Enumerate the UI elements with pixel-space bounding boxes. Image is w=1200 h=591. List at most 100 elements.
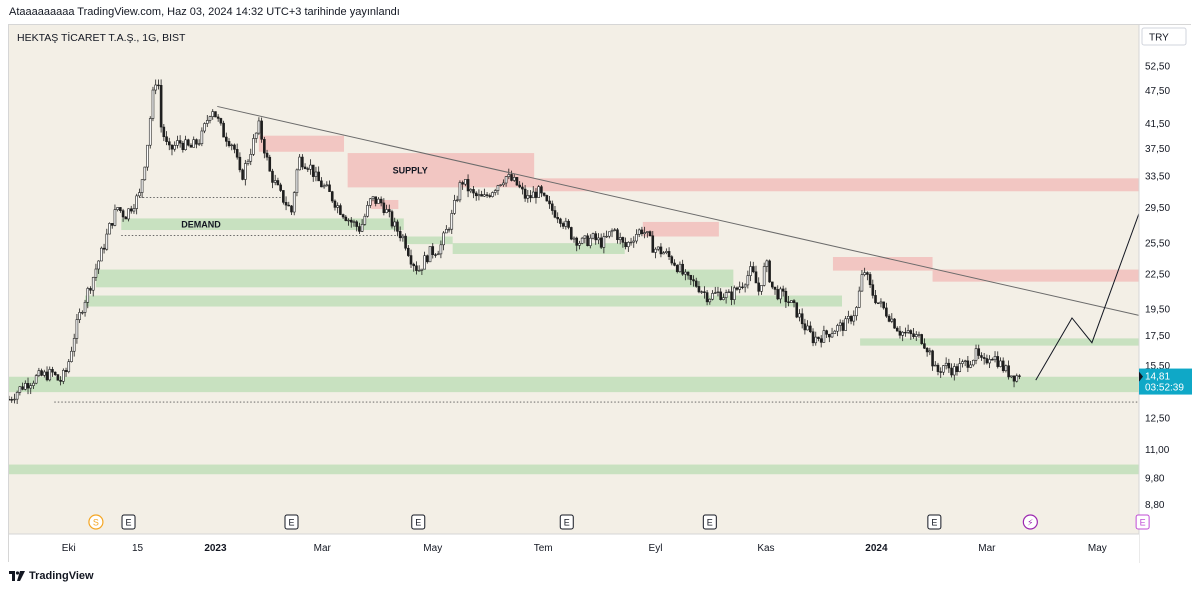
candle-body	[116, 207, 119, 210]
candle	[991, 357, 994, 361]
candle-body	[580, 237, 584, 244]
chart-frame[interactable]: SUPPLY DEMAND 52,50 47,50 41,50 37,50 33,50 29…	[8, 24, 1192, 563]
candle	[534, 188, 538, 204]
candle	[246, 159, 250, 166]
candle	[368, 198, 372, 209]
candle	[651, 230, 655, 253]
candle-body	[203, 123, 206, 132]
candle	[301, 154, 304, 170]
candle-body	[727, 291, 731, 293]
candle-body	[841, 322, 845, 331]
candle-body	[108, 223, 111, 235]
candle	[806, 320, 809, 331]
candle	[515, 176, 519, 186]
candle-body	[760, 285, 763, 292]
candle-body	[866, 272, 869, 275]
earnings-marker-label: E	[126, 518, 132, 528]
candle	[249, 148, 253, 166]
candle	[439, 240, 443, 259]
candle-body	[59, 379, 62, 382]
candle	[211, 109, 215, 120]
candle-body	[86, 288, 90, 303]
candle	[912, 327, 915, 339]
candle	[453, 194, 456, 215]
candle-body	[151, 89, 155, 119]
candle-body	[972, 359, 975, 366]
candle-body	[874, 295, 877, 304]
candle-body	[287, 204, 291, 207]
earnings-marker	[559, 514, 574, 530]
candle	[330, 190, 334, 204]
candle	[578, 240, 581, 250]
candle-body	[969, 364, 972, 368]
candle-body	[200, 130, 204, 145]
candle	[632, 236, 636, 248]
candle-body	[955, 366, 959, 372]
candle	[787, 296, 790, 307]
supply-zone	[832, 257, 933, 271]
candle	[298, 154, 301, 171]
candle-body	[167, 141, 171, 146]
candle	[901, 331, 904, 342]
price-tick-label: 41,50	[1145, 119, 1170, 130]
price-tick-label: 15,50	[1145, 361, 1170, 372]
earnings-marker	[1135, 514, 1150, 530]
candle-body	[545, 195, 549, 202]
candle-body	[62, 370, 65, 382]
earnings-marker-label: E	[564, 518, 570, 528]
price-chart[interactable]: SUPPLY DEMAND 52,50 47,50 41,50 37,50 33,50 29…	[9, 25, 1192, 563]
candle-body	[396, 221, 399, 232]
candle-body	[578, 243, 581, 246]
candle-body	[980, 355, 983, 358]
candle	[553, 206, 557, 219]
last-price-countdown: 03:52:39	[1145, 383, 1184, 394]
candle-body	[904, 331, 907, 334]
candle	[825, 329, 828, 338]
candle-body	[963, 360, 967, 362]
candle-body	[13, 398, 16, 401]
candle-body	[336, 205, 339, 208]
candle-body	[531, 191, 535, 199]
candle	[235, 143, 239, 160]
candle	[442, 231, 445, 251]
candle	[390, 209, 394, 229]
demand-zone	[403, 236, 453, 245]
candle-body	[480, 194, 483, 197]
candle	[504, 176, 508, 187]
candle-body	[773, 286, 777, 290]
candle-body	[781, 288, 785, 292]
candle	[713, 286, 717, 294]
candle-body	[594, 233, 598, 241]
time-tick-label: Kas	[757, 543, 774, 554]
candle	[773, 286, 777, 295]
candle-body	[895, 327, 899, 332]
candle	[866, 271, 869, 281]
candle	[260, 117, 263, 143]
candle	[895, 326, 899, 332]
candle	[154, 79, 157, 95]
candle-body	[132, 208, 136, 212]
candle-body	[170, 144, 174, 150]
earnings-marker-label: E	[415, 518, 421, 528]
candle-body	[819, 338, 823, 343]
candle	[914, 331, 918, 342]
candle-body	[252, 138, 255, 155]
candle-body	[749, 266, 752, 276]
candle-body	[268, 156, 272, 172]
candle-body	[40, 370, 43, 376]
candle-body	[743, 284, 747, 288]
candle-body	[339, 205, 342, 215]
time-tick-label: May	[1088, 543, 1107, 554]
candle	[836, 323, 839, 337]
candle	[550, 200, 554, 215]
candle-body	[491, 192, 494, 197]
time-axis-bg	[9, 534, 1139, 563]
demand-zone	[9, 464, 1139, 475]
candle	[40, 368, 43, 377]
candle-body	[407, 247, 410, 256]
candle	[314, 166, 318, 182]
candle-body	[455, 199, 459, 201]
candle	[548, 196, 551, 209]
candle-body	[857, 290, 861, 308]
candle	[939, 367, 943, 378]
